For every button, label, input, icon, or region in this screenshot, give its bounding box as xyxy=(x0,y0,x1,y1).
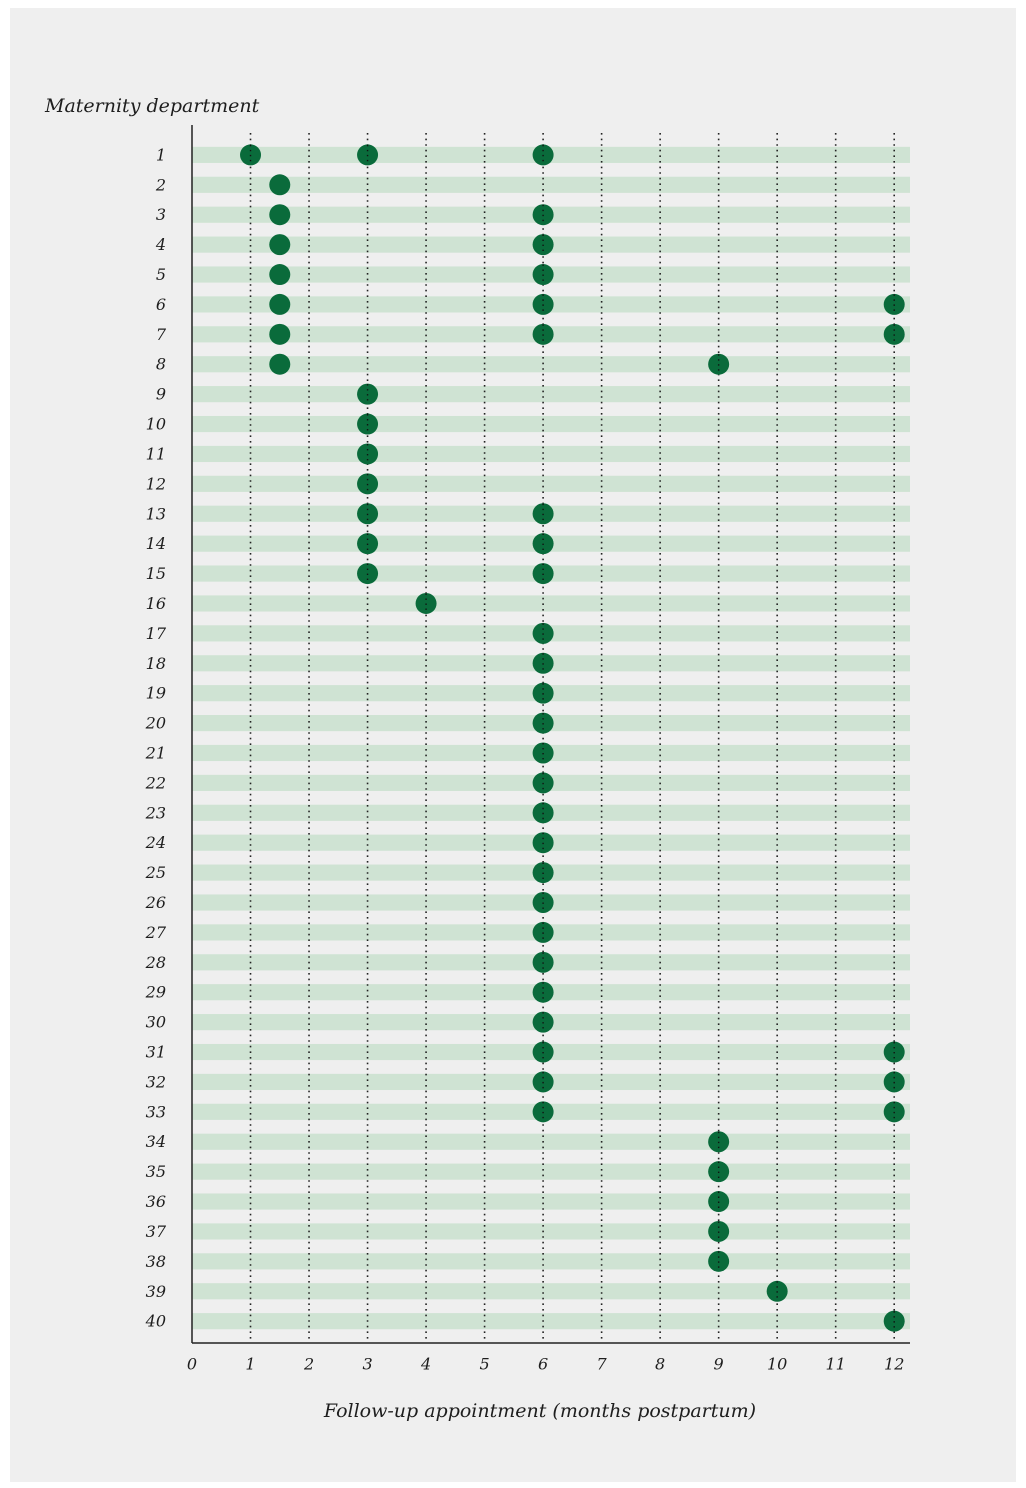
point xyxy=(269,264,291,286)
y-tick-label: 40 xyxy=(145,1312,166,1331)
y-axis-label: Maternity department xyxy=(44,95,260,117)
y-tick-label: 36 xyxy=(146,1192,166,1211)
row-band xyxy=(192,176,910,193)
x-tick-label: 7 xyxy=(597,1355,608,1374)
y-tick-label: 2 xyxy=(155,175,166,194)
point xyxy=(357,503,379,525)
point xyxy=(269,293,291,315)
point xyxy=(532,503,554,525)
row-band xyxy=(192,415,910,433)
y-tick-label: 21 xyxy=(145,743,166,762)
y-tick-label: 38 xyxy=(146,1252,166,1271)
y-tick-label: 18 xyxy=(146,654,166,673)
y-tick-label: 11 xyxy=(146,444,166,463)
y-tick-label: 5 xyxy=(156,265,166,284)
y-tick-label: 37 xyxy=(146,1222,167,1241)
y-tick-label: 39 xyxy=(146,1282,166,1301)
row-band xyxy=(192,1223,910,1240)
y-tick-label: 31 xyxy=(146,1043,166,1062)
x-tick-label: 3 xyxy=(362,1355,372,1374)
y-tick-label: 30 xyxy=(146,1013,166,1032)
row-band xyxy=(192,1133,910,1150)
row-band xyxy=(192,595,910,612)
y-tick-label: 25 xyxy=(145,863,166,882)
row-band xyxy=(192,1253,910,1270)
y-tick-label: 28 xyxy=(145,953,166,972)
y-tick-label: 29 xyxy=(145,983,166,1002)
y-tick-label: 17 xyxy=(146,624,167,643)
y-tick-label: 3 xyxy=(156,205,166,224)
y-tick-label: 23 xyxy=(145,803,166,822)
y-tick-label: 32 xyxy=(146,1072,166,1091)
row-band xyxy=(192,475,910,492)
x-tick-label: 10 xyxy=(767,1355,787,1374)
y-tick-label: 9 xyxy=(156,385,166,404)
y-tick-label: 20 xyxy=(145,714,166,733)
y-tick-label: 6 xyxy=(156,295,166,314)
y-tick-label: 33 xyxy=(146,1102,166,1121)
x-tick-label: 5 xyxy=(479,1355,489,1374)
y-tick-label: 14 xyxy=(146,534,166,553)
y-tick-label: 4 xyxy=(155,235,166,254)
row-band xyxy=(192,356,910,373)
x-tick-label: 2 xyxy=(303,1355,314,1374)
row-band xyxy=(192,445,910,463)
x-tick-label: 8 xyxy=(655,1355,665,1374)
y-tick-label: 26 xyxy=(145,893,166,912)
y-tick-label: 13 xyxy=(146,504,166,523)
row-band xyxy=(192,386,910,403)
y-tick-label: 34 xyxy=(146,1132,166,1151)
x-tick-label: 11 xyxy=(826,1355,846,1374)
x-tick-label: 12 xyxy=(884,1355,904,1374)
y-tick-label: 10 xyxy=(146,415,166,434)
x-tick-label: 9 xyxy=(714,1355,724,1374)
y-tick-label: 16 xyxy=(146,594,166,613)
y-tick-label: 24 xyxy=(145,833,166,852)
x-axis-label: Follow-up appointment (months postpartum… xyxy=(323,1400,756,1422)
row-band xyxy=(192,1283,910,1300)
y-tick-label: 35 xyxy=(146,1162,166,1181)
y-tick-label: 19 xyxy=(146,684,166,703)
y-tick-label: 1 xyxy=(156,145,166,164)
y-tick-label: 12 xyxy=(146,474,166,493)
x-tick-label: 6 xyxy=(538,1355,548,1374)
y-tick-label: 22 xyxy=(145,773,166,792)
y-tick-label: 8 xyxy=(156,355,166,374)
row-band xyxy=(192,1313,910,1330)
y-tick-label: 7 xyxy=(156,325,167,344)
x-tick-label: 1 xyxy=(245,1355,255,1374)
y-tick-label: 15 xyxy=(146,564,166,583)
point xyxy=(269,174,291,196)
x-tick-label: 4 xyxy=(420,1355,431,1374)
y-tick-label: 27 xyxy=(145,923,167,942)
point xyxy=(269,234,291,256)
point xyxy=(269,204,291,226)
point xyxy=(269,323,291,345)
row-band xyxy=(192,1193,910,1210)
row-band xyxy=(192,1163,910,1180)
point xyxy=(269,353,291,375)
x-tick-label: 0 xyxy=(187,1355,197,1374)
